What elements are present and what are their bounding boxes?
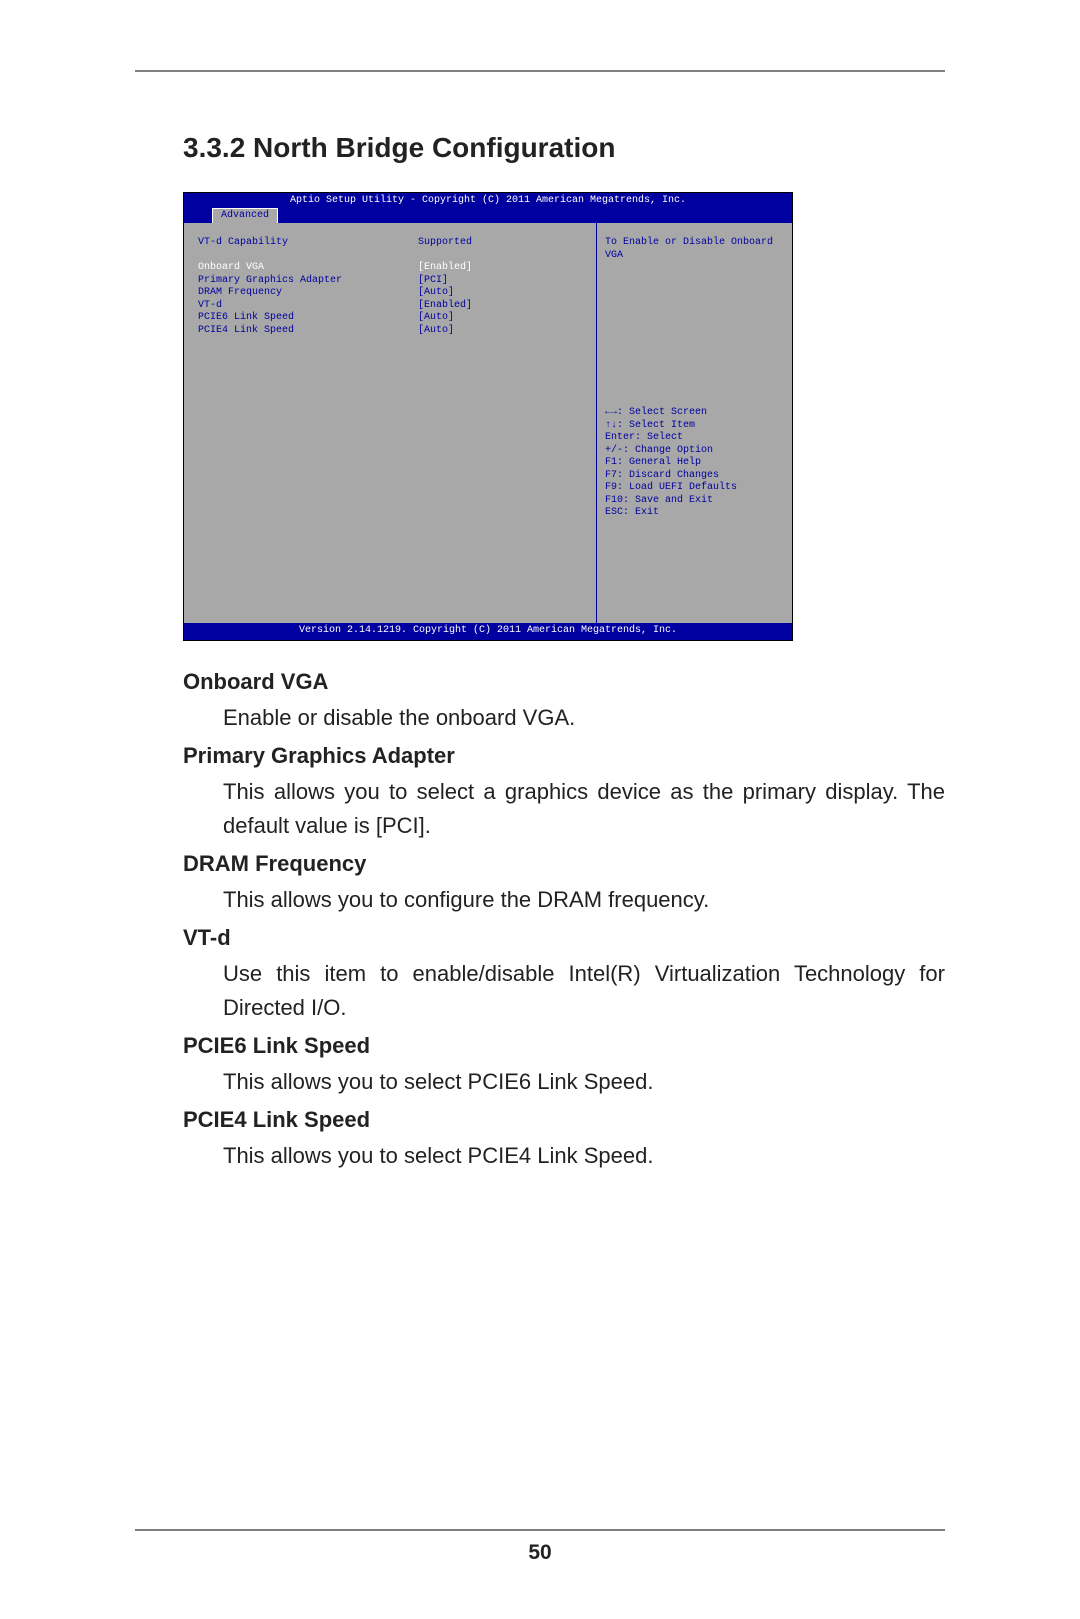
bios-setting-value: [Auto]	[418, 325, 454, 338]
bios-setting-row: PCIE4 Link Speed[Auto]	[198, 325, 586, 338]
bios-key-hint: ←→: Select Screen	[605, 407, 784, 420]
description-term: PCIE4 Link Speed	[183, 1107, 945, 1133]
bios-setting-label: DRAM Frequency	[198, 287, 418, 300]
bios-key-hint: F1: General Help	[605, 457, 784, 470]
bios-key-hint: +/-: Change Option	[605, 445, 784, 458]
bios-setting-value: [Enabled]	[418, 262, 472, 275]
bios-body: VT-d CapabilitySupported Onboard VGA[Ena…	[184, 223, 792, 623]
bios-setting-label: PCIE4 Link Speed	[198, 325, 418, 338]
description-body: This allows you to select PCIE4 Link Spe…	[223, 1139, 945, 1173]
bios-setting-row	[198, 250, 586, 263]
bios-screenshot: Aptio Setup Utility - Copyright (C) 2011…	[183, 192, 793, 641]
bios-help-pane: To Enable or Disable Onboard VGA ←→: Sel…	[597, 223, 792, 623]
bios-setting-row: VT-d CapabilitySupported	[198, 237, 586, 250]
bios-setting-row: Onboard VGA[Enabled]	[198, 262, 586, 275]
section-heading: 3.3.2 North Bridge Configuration	[183, 132, 945, 164]
description-body: This allows you to configure the DRAM fr…	[223, 883, 945, 917]
bios-key-hint: F9: Load UEFI Defaults	[605, 482, 784, 495]
bios-key-help: ←→: Select Screen↑↓: Select ItemEnter: S…	[605, 407, 784, 520]
bottom-horizontal-rule	[135, 1529, 945, 1531]
description-term: Onboard VGA	[183, 669, 945, 695]
bios-help-text: To Enable or Disable Onboard VGA	[605, 237, 784, 407]
bios-key-hint: F10: Save and Exit	[605, 495, 784, 508]
description-term: VT-d	[183, 925, 945, 951]
bios-setting-label: PCIE6 Link Speed	[198, 312, 418, 325]
bios-setting-value: [PCI]	[418, 275, 448, 288]
bios-setting-row: Primary Graphics Adapter[PCI]	[198, 275, 586, 288]
bios-setting-row: VT-d[Enabled]	[198, 300, 586, 313]
bios-key-hint: F7: Discard Changes	[605, 470, 784, 483]
bios-setting-row: DRAM Frequency[Auto]	[198, 287, 586, 300]
bios-setting-label: Onboard VGA	[198, 262, 418, 275]
bios-setting-value: [Enabled]	[418, 300, 472, 313]
bios-setting-label: VT-d Capability	[198, 237, 418, 250]
description-term: Primary Graphics Adapter	[183, 743, 945, 769]
manual-page: 3.3.2 North Bridge Configuration Aptio S…	[0, 0, 1080, 1619]
bios-setting-label: Primary Graphics Adapter	[198, 275, 418, 288]
bios-key-hint: Enter: Select	[605, 432, 784, 445]
bios-tab-advanced: Advanced	[212, 208, 278, 224]
bios-key-hint: ↑↓: Select Item	[605, 420, 784, 433]
bios-setting-row: PCIE6 Link Speed[Auto]	[198, 312, 586, 325]
bios-setting-value: [Auto]	[418, 312, 454, 325]
description-body: This allows you to select a graphics dev…	[223, 775, 945, 843]
bios-settings-pane: VT-d CapabilitySupported Onboard VGA[Ena…	[184, 223, 597, 623]
bios-footer: Version 2.14.1219. Copyright (C) 2011 Am…	[184, 623, 792, 640]
bios-key-hint: ESC: Exit	[605, 507, 784, 520]
description-term: PCIE6 Link Speed	[183, 1033, 945, 1059]
setting-descriptions: Onboard VGA Enable or disable the onboard…	[183, 669, 945, 1174]
bios-setting-value: Supported	[418, 237, 472, 250]
bios-setting-label: VT-d	[198, 300, 418, 313]
bios-tab-row: Advanced	[184, 208, 792, 224]
description-term: DRAM Frequency	[183, 851, 945, 877]
top-horizontal-rule	[135, 70, 945, 72]
description-body: Enable or disable the onboard VGA.	[223, 701, 945, 735]
description-body: Use this item to enable/disable Intel(R)…	[223, 957, 945, 1025]
description-body: This allows you to select PCIE6 Link Spe…	[223, 1065, 945, 1099]
bios-title-bar: Aptio Setup Utility - Copyright (C) 2011…	[184, 193, 792, 208]
bios-setting-label	[198, 250, 418, 263]
page-number: 50	[0, 1541, 1080, 1565]
bios-setting-value: [Auto]	[418, 287, 454, 300]
